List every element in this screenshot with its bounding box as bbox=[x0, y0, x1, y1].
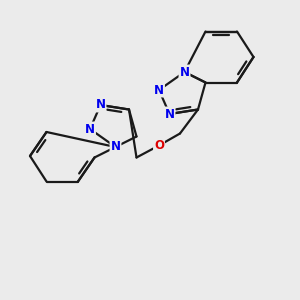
Text: N: N bbox=[154, 83, 164, 97]
Text: N: N bbox=[179, 65, 190, 79]
Text: N: N bbox=[164, 107, 175, 121]
Text: N: N bbox=[85, 122, 95, 136]
Text: N: N bbox=[110, 140, 121, 154]
Text: O: O bbox=[154, 139, 164, 152]
Text: N: N bbox=[95, 98, 106, 112]
